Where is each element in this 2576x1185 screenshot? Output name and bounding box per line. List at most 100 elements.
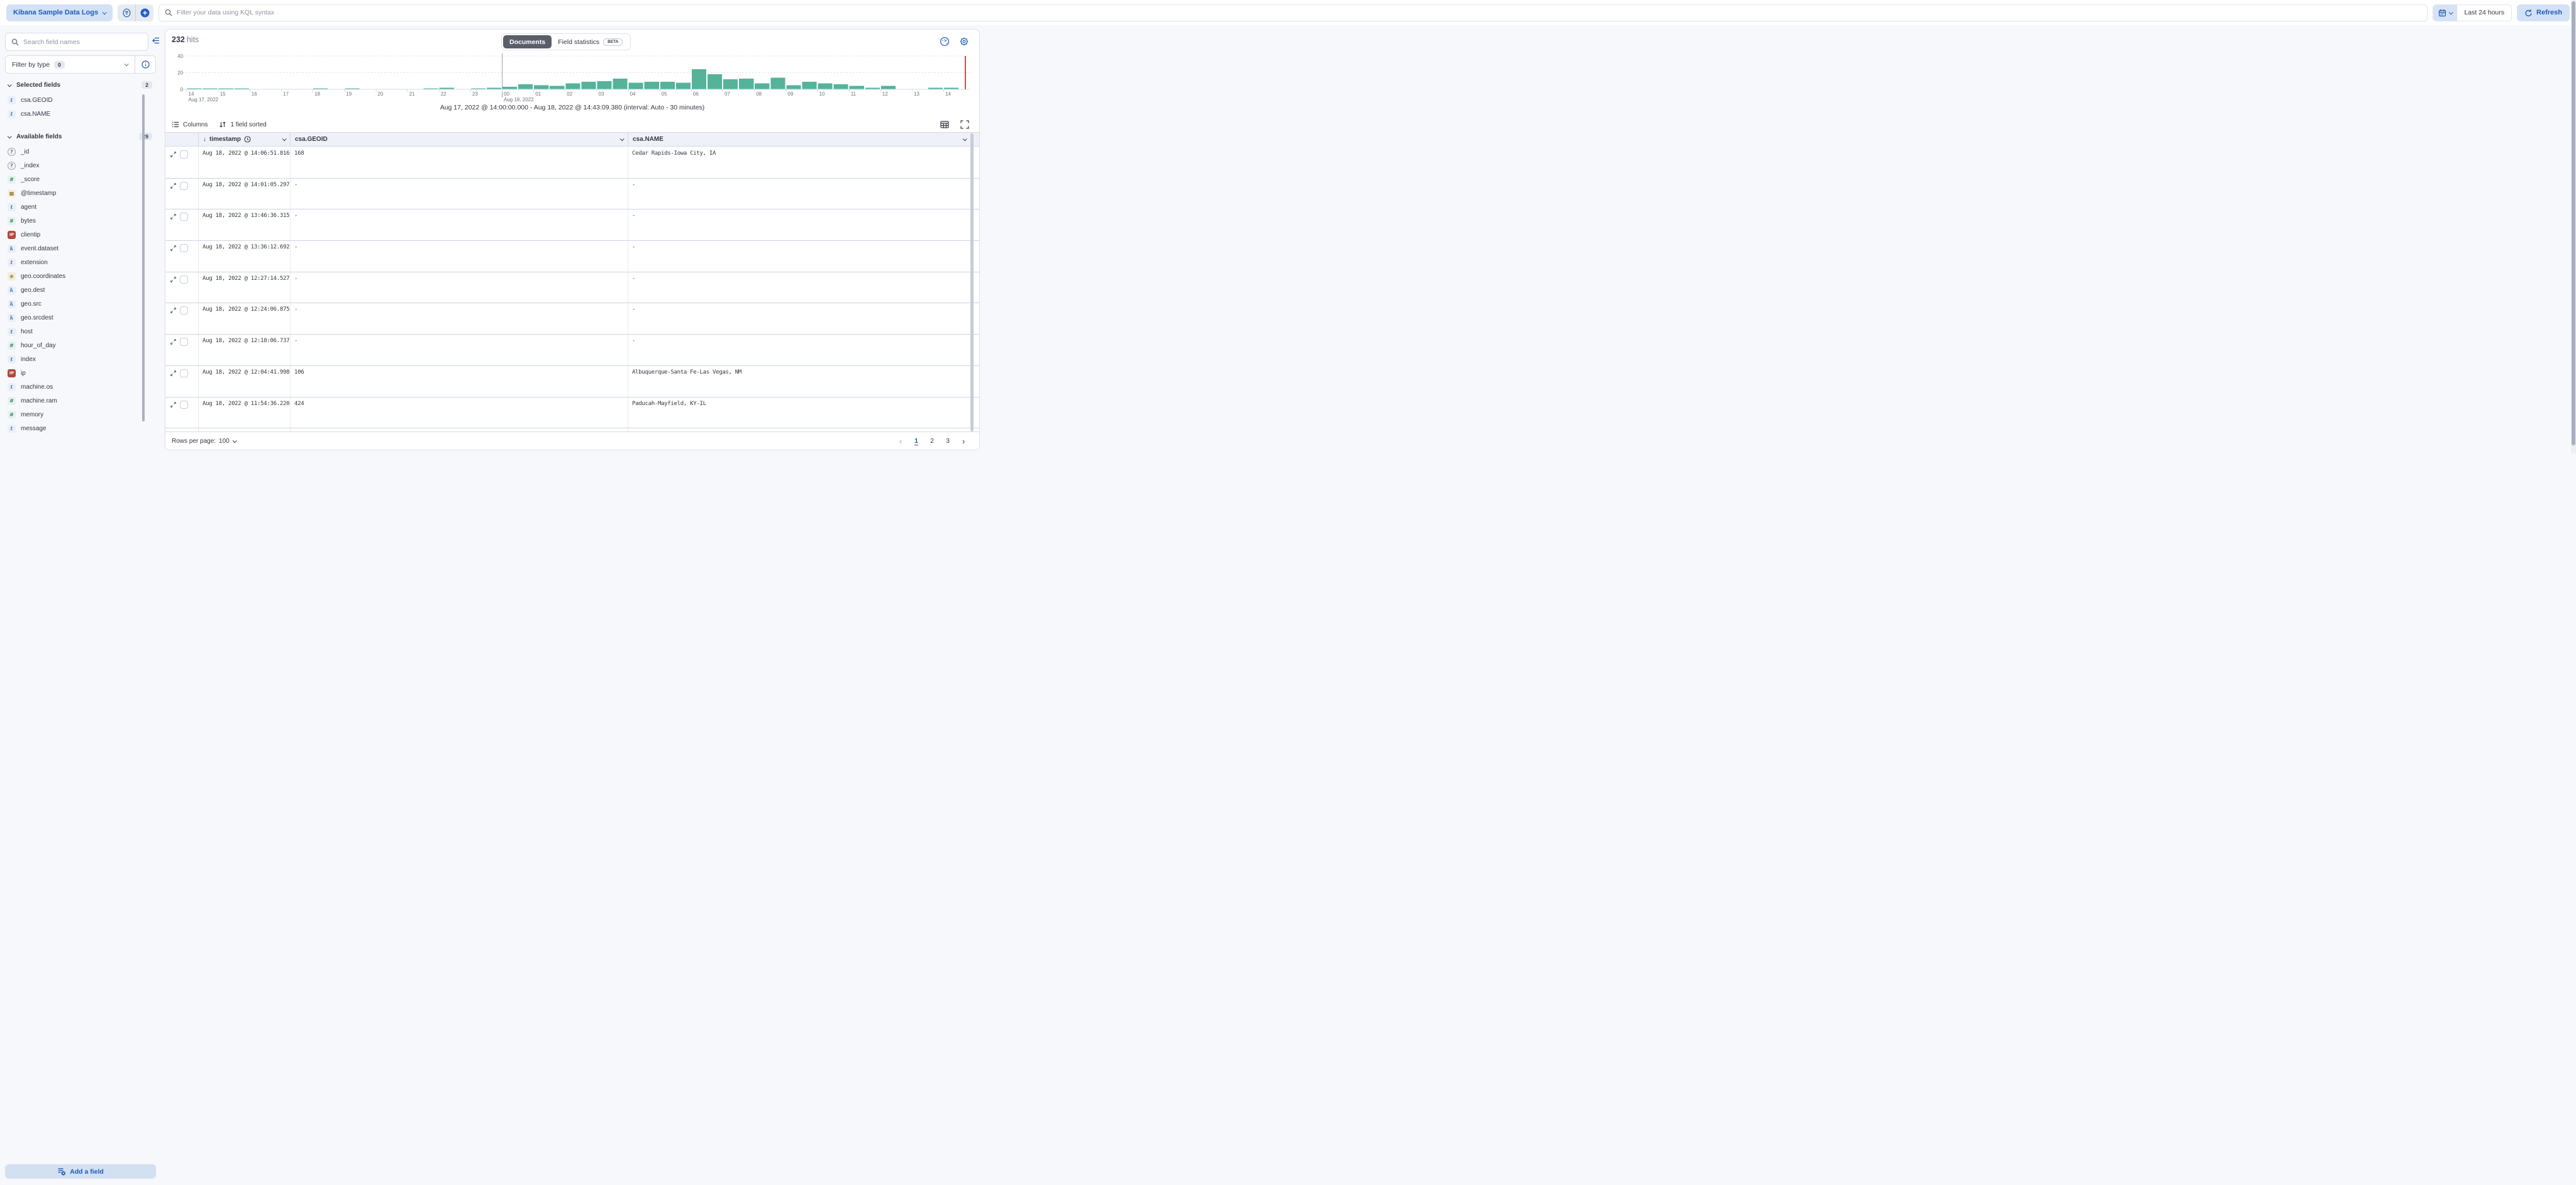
- histogram-bar[interactable]: [833, 84, 848, 89]
- histogram-bar[interactable]: [644, 82, 659, 89]
- available-fields-header[interactable]: Available fields 29: [7, 128, 152, 145]
- histogram-bar[interactable]: [944, 87, 959, 89]
- histogram-bar[interactable]: [613, 78, 628, 89]
- field-list-item-clientip[interactable]: IP clientip: [8, 228, 152, 242]
- field-list-item-csa.GEOID[interactable]: t csa.GEOID: [8, 93, 152, 107]
- field-list-item-ip[interactable]: IP ip: [8, 366, 152, 380]
- field-list-item-geo.dest[interactable]: k geo.dest: [8, 283, 152, 297]
- histogram-bar[interactable]: [880, 86, 896, 89]
- histogram-bar[interactable]: [550, 86, 565, 89]
- select-row-checkbox[interactable]: [180, 275, 188, 284]
- pagination-page-2[interactable]: 2: [930, 437, 934, 445]
- histogram-bar[interactable]: [565, 83, 580, 89]
- histogram-bar[interactable]: [723, 79, 738, 89]
- select-row-checkbox[interactable]: [180, 369, 188, 377]
- select-row-checkbox[interactable]: [180, 244, 188, 253]
- data-view-picker[interactable]: Kibana Sample Data Logs: [6, 4, 113, 21]
- field-list-item-_index[interactable]: ? _index: [8, 159, 152, 172]
- field-list-item-memory[interactable]: # memory: [8, 408, 152, 421]
- expand-document-button[interactable]: [170, 151, 177, 158]
- pagination-next-button[interactable]: ›: [962, 436, 965, 446]
- histogram-chart[interactable]: 40 20 0 14 15 16 17 18 19 20 21 22 23 00 01 02 03 04 05 06 0…: [170, 52, 975, 103]
- date-picker-calendar-button[interactable]: [2433, 4, 2458, 21]
- histogram-bar[interactable]: [928, 87, 943, 89]
- field-list-item-message[interactable]: t message: [8, 421, 152, 435]
- histogram-bar[interactable]: [786, 85, 801, 89]
- field-list-item-geo.src[interactable]: k geo.src: [8, 297, 152, 311]
- histogram-bar[interactable]: [502, 87, 518, 89]
- histogram-bar[interactable]: [486, 87, 501, 89]
- field-search-input[interactable]: Search field names: [5, 33, 148, 51]
- field-list-item-_id[interactable]: ? _id: [8, 145, 152, 159]
- expand-document-button[interactable]: [170, 401, 177, 408]
- histogram-bar[interactable]: [802, 82, 817, 89]
- histogram-bar[interactable]: [818, 83, 833, 89]
- column-header-csa-name[interactable]: csa.NAME: [628, 133, 979, 146]
- field-list-item-csa.NAME[interactable]: t csa.NAME: [8, 107, 152, 121]
- column-header-csa-geoid[interactable]: csa.GEOID: [290, 133, 628, 146]
- column-header-timestamp[interactable]: ↓ timestamp: [198, 133, 290, 146]
- grid-scrollbar[interactable]: [970, 133, 974, 431]
- histogram-bar[interactable]: [849, 86, 864, 89]
- expand-document-button[interactable]: [170, 338, 177, 345]
- field-list-item-@timestamp[interactable]: ▦ @timestamp: [8, 186, 152, 200]
- field-list-item-geo.srcdest[interactable]: k geo.srcdest: [8, 311, 152, 325]
- field-list-item-agent[interactable]: t agent: [8, 200, 152, 214]
- histogram-bar[interactable]: [691, 69, 706, 89]
- grid-settings-button[interactable]: [959, 36, 969, 47]
- pagination-page-1[interactable]: 1: [914, 437, 918, 445]
- histogram-bar[interactable]: [708, 74, 723, 89]
- select-row-checkbox[interactable]: [180, 306, 188, 315]
- page-scrollbar-thumb[interactable]: [2572, 1, 2575, 445]
- tab-field-statistics[interactable]: Field statistics BETA: [552, 35, 629, 48]
- field-list-item-geo.coordinates[interactable]: ⊕ geo.coordinates: [8, 269, 152, 283]
- page-scrollbar[interactable]: [2571, 0, 2576, 453]
- field-list-item-extension[interactable]: t extension: [8, 255, 152, 269]
- histogram-bar[interactable]: [755, 83, 770, 89]
- expand-document-button[interactable]: [170, 370, 177, 377]
- expand-document-button[interactable]: [170, 276, 177, 283]
- histogram-bar[interactable]: [739, 78, 754, 89]
- histogram-bar[interactable]: [770, 77, 786, 90]
- expand-document-button[interactable]: [170, 307, 177, 314]
- columns-button[interactable]: Columns: [172, 121, 208, 128]
- histogram-bar[interactable]: [534, 85, 549, 89]
- rows-per-page-select[interactable]: Rows per page: 100: [172, 438, 237, 445]
- tab-documents[interactable]: Documents: [503, 35, 552, 48]
- histogram-bar[interactable]: [628, 82, 643, 89]
- add-field-button[interactable]: Add a field: [5, 1164, 156, 1179]
- selected-fields-header[interactable]: Selected fields 2: [7, 77, 152, 93]
- fullscreen-button[interactable]: [960, 120, 969, 129]
- select-row-checkbox[interactable]: [180, 338, 188, 347]
- select-row-checkbox[interactable]: [180, 150, 188, 159]
- histogram-bar[interactable]: [597, 81, 612, 90]
- pagination-previous-button[interactable]: ‹: [899, 436, 902, 446]
- refresh-button[interactable]: Refresh: [2517, 4, 2570, 21]
- field-list-item-event.dataset[interactable]: k event.dataset: [8, 242, 152, 255]
- field-list-item-machine.os[interactable]: t machine.os: [8, 380, 152, 394]
- histogram-bar[interactable]: [865, 87, 880, 89]
- field-list-item-bytes[interactable]: # bytes: [8, 214, 152, 228]
- field-filter-info-button[interactable]: [135, 60, 155, 69]
- histogram-bar[interactable]: [439, 87, 454, 89]
- expand-document-button[interactable]: [170, 213, 177, 220]
- histogram-bar[interactable]: [660, 82, 675, 89]
- display-options-button[interactable]: [940, 120, 949, 129]
- select-row-checkbox[interactable]: [180, 213, 188, 221]
- add-filter-button[interactable]: [136, 4, 153, 21]
- histogram-bar[interactable]: [518, 84, 533, 89]
- select-row-checkbox[interactable]: [180, 400, 188, 409]
- expand-document-button[interactable]: [170, 182, 177, 189]
- time-range-display[interactable]: Last 24 hours: [2457, 4, 2512, 21]
- sort-fields-button[interactable]: 1 field sorted: [219, 121, 267, 128]
- expand-document-button[interactable]: [170, 245, 177, 252]
- field-list-item-index[interactable]: t index: [8, 352, 152, 366]
- pagination-page-3[interactable]: 3: [946, 437, 950, 445]
- histogram-bar[interactable]: [675, 82, 691, 89]
- histogram-bar[interactable]: [581, 82, 596, 89]
- filter-by-type-select[interactable]: Filter by type 0: [5, 55, 156, 74]
- field-list-item-machine.ram[interactable]: # machine.ram: [8, 394, 152, 408]
- sidebar-scrollbar[interactable]: [142, 94, 145, 421]
- field-list-item-host[interactable]: t host: [8, 325, 152, 338]
- saved-query-menu-button[interactable]: [118, 4, 135, 21]
